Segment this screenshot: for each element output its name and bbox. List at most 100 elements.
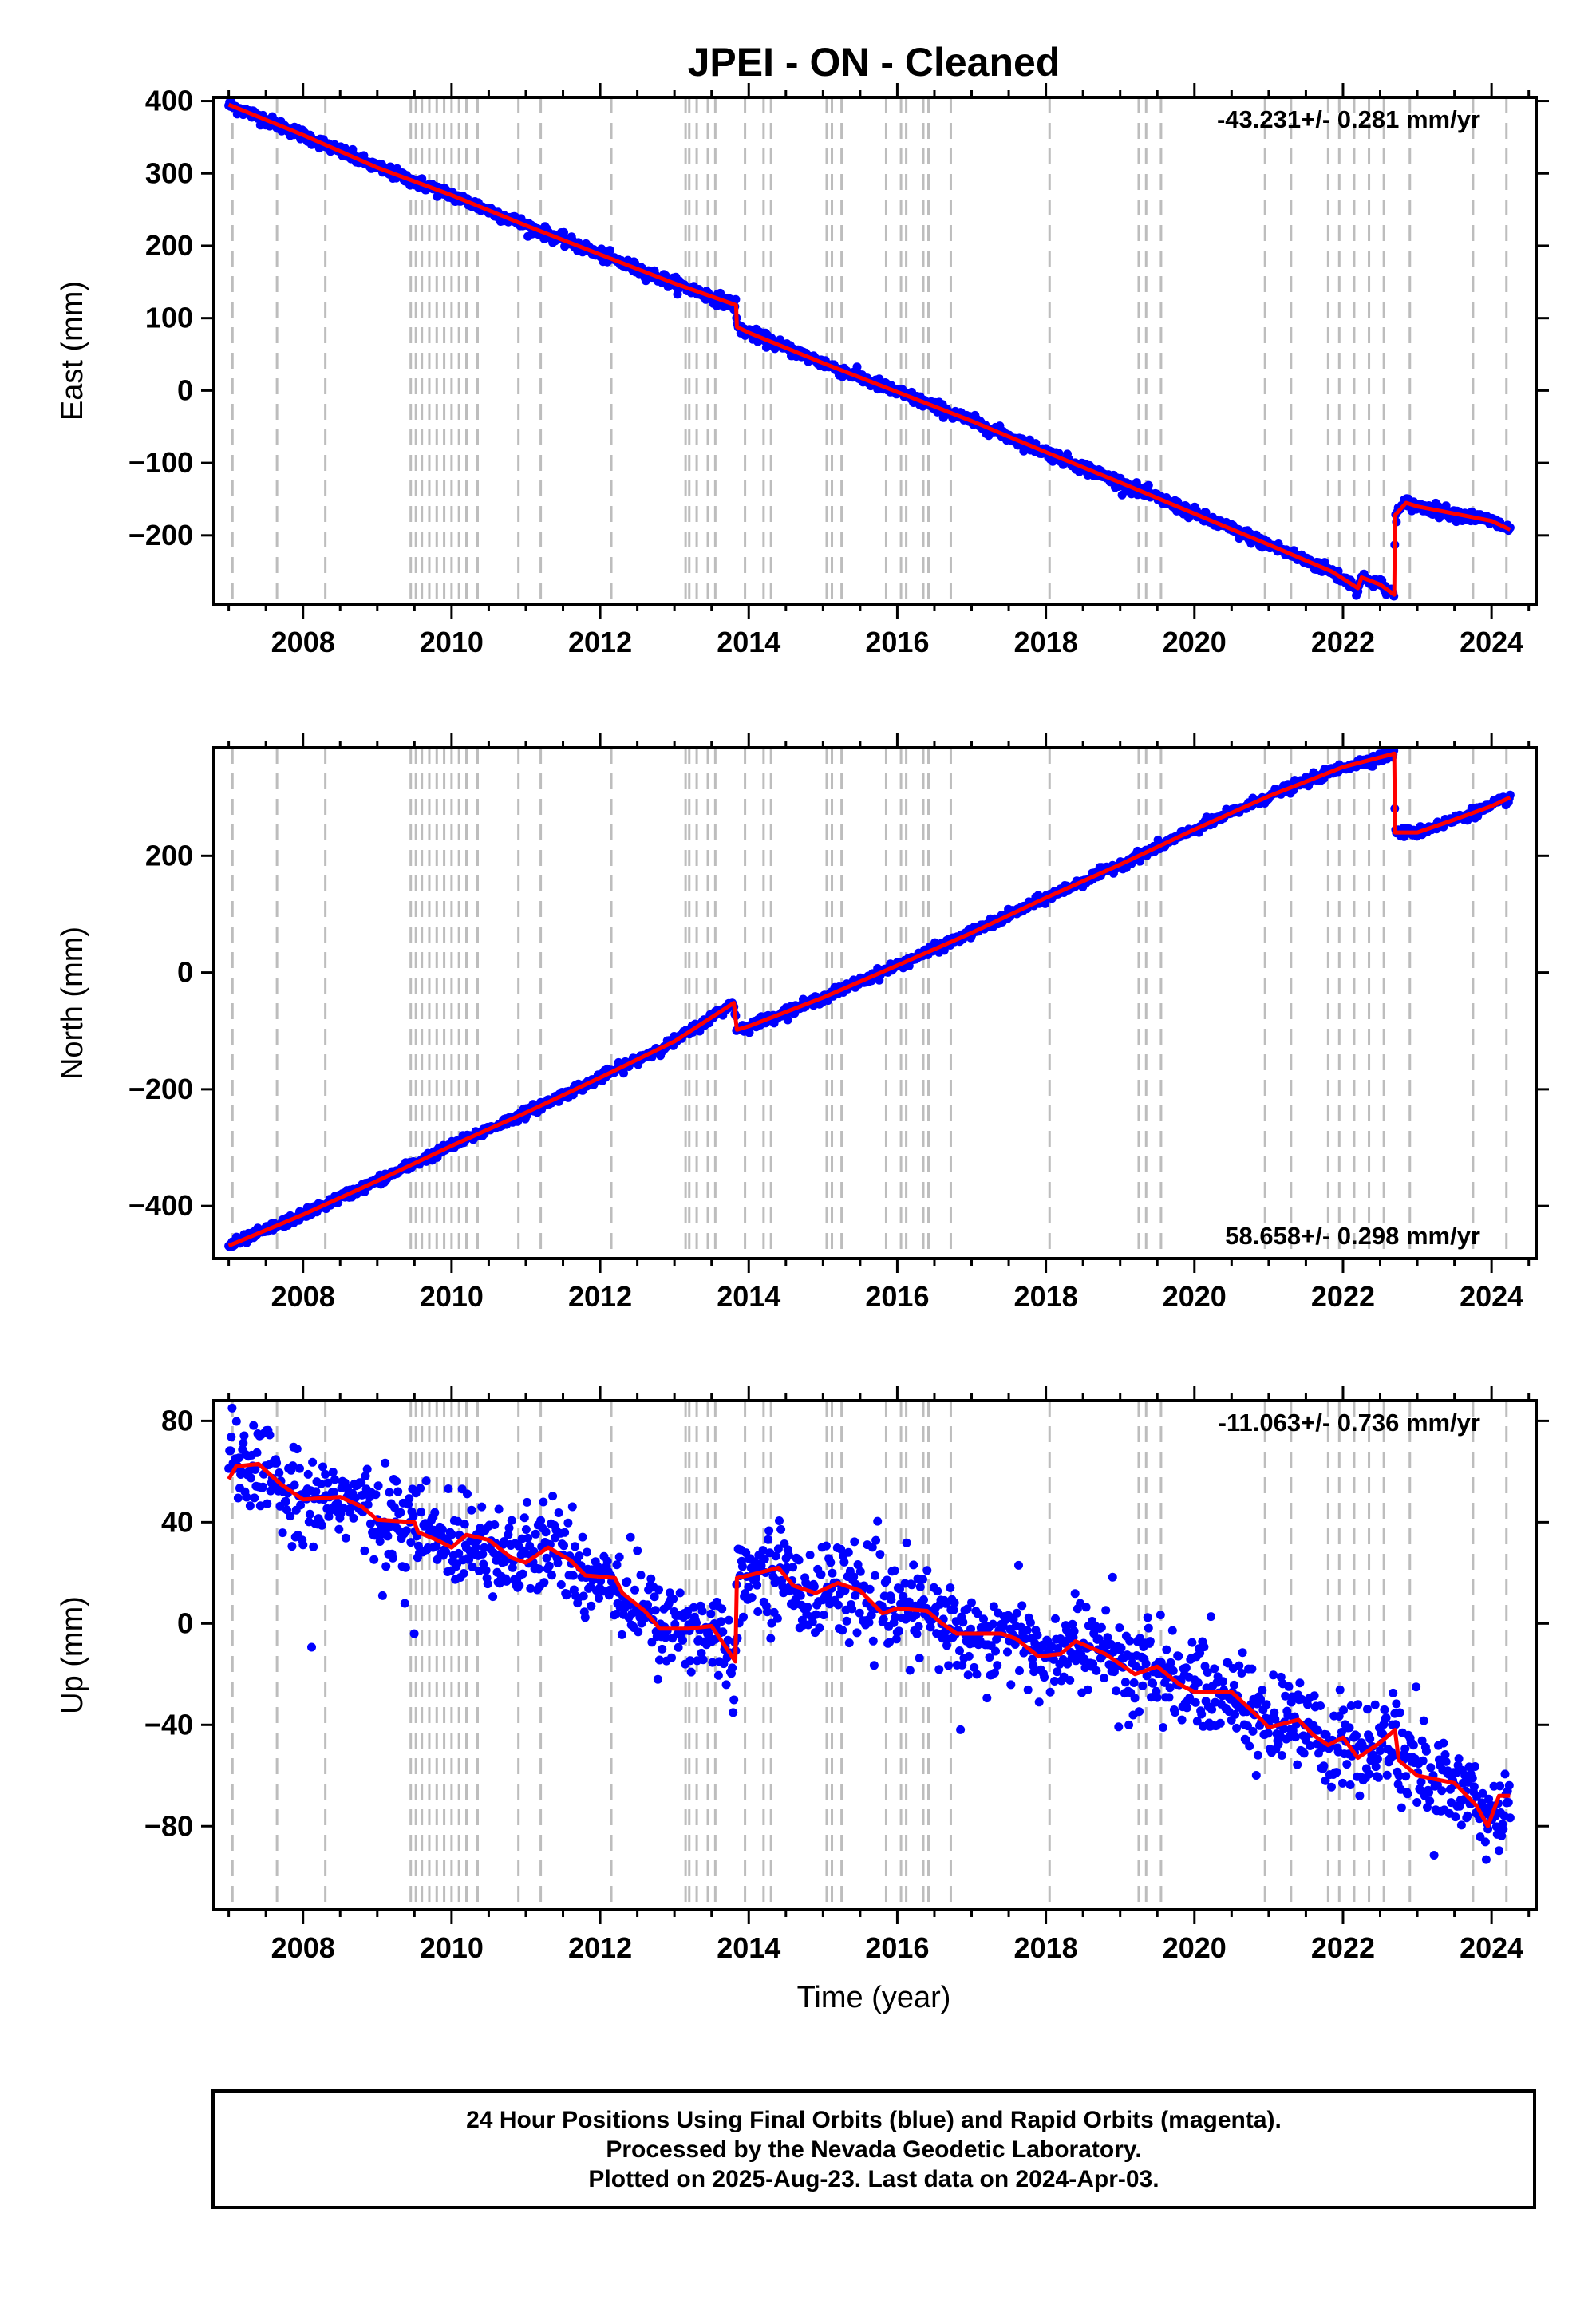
- up-rate-label: -11.063+/- 0.736 mm/yr: [1219, 1409, 1480, 1437]
- data-point: [919, 1595, 928, 1604]
- data-point: [1299, 1749, 1309, 1758]
- data-point: [453, 1516, 463, 1526]
- data-point: [1193, 1678, 1203, 1687]
- data-point: [794, 1555, 804, 1565]
- data-point: [828, 1568, 837, 1578]
- data-point: [833, 1600, 843, 1610]
- data-point: [989, 1602, 998, 1611]
- data-point: [867, 1543, 877, 1552]
- data-point: [249, 1421, 259, 1430]
- footer-line-1: 24 Hour Positions Using Final Orbits (bl…: [466, 2106, 1282, 2133]
- data-point: [803, 1603, 812, 1612]
- data-point: [515, 1581, 524, 1590]
- data-point: [708, 1658, 717, 1667]
- data-point: [1069, 1626, 1079, 1636]
- data-point: [463, 1489, 472, 1499]
- data-point: [895, 1584, 904, 1594]
- data-point: [1101, 1606, 1111, 1615]
- data-point: [993, 1661, 1002, 1670]
- data-point: [812, 1610, 821, 1619]
- data-point: [1389, 1688, 1398, 1697]
- x-tick-label: 2022: [1311, 1280, 1375, 1313]
- data-point: [475, 1567, 484, 1575]
- data-point: [697, 1607, 707, 1616]
- data-point: [871, 1571, 879, 1580]
- data-point: [1130, 1694, 1140, 1703]
- data-point: [911, 1611, 921, 1620]
- data-point: [729, 1708, 738, 1717]
- data-point: [647, 1638, 657, 1647]
- x-tick-label: 2024: [1460, 1931, 1523, 1964]
- data-point: [454, 1548, 464, 1558]
- data-point: [531, 1529, 540, 1539]
- data-point: [1425, 1796, 1435, 1806]
- data-point: [1339, 1705, 1348, 1715]
- data-point: [1269, 1670, 1278, 1680]
- data-point: [417, 1508, 426, 1517]
- data-point: [674, 1642, 683, 1652]
- data-point: [942, 1641, 951, 1650]
- data-point: [1370, 1700, 1380, 1709]
- data-point: [1164, 1693, 1174, 1702]
- data-point: [1022, 1626, 1032, 1635]
- data-point: [915, 1654, 924, 1663]
- data-point: [1207, 1705, 1217, 1714]
- data-point: [1165, 1683, 1175, 1693]
- data-point: [901, 1614, 911, 1624]
- data-point: [1159, 1723, 1167, 1732]
- y-tick-label: 200: [145, 839, 193, 871]
- data-point: [363, 1500, 373, 1509]
- data-point: [1238, 1648, 1247, 1658]
- data-point: [242, 1492, 251, 1502]
- data-point: [956, 1725, 966, 1734]
- data-point: [784, 1551, 793, 1559]
- data-point: [587, 1601, 596, 1611]
- data-point: [305, 1509, 314, 1519]
- data-point: [560, 1528, 570, 1537]
- data-point: [816, 1570, 826, 1579]
- data-point: [523, 1497, 531, 1507]
- y-tick-label: −100: [128, 446, 193, 479]
- data-point: [316, 1480, 326, 1488]
- data-point: [371, 1490, 381, 1500]
- data-point: [468, 1562, 477, 1571]
- data-point: [1183, 1703, 1191, 1713]
- x-tick-label: 2014: [717, 1280, 780, 1313]
- data-point: [321, 1469, 330, 1479]
- data-point: [328, 1468, 338, 1477]
- data-point: [1321, 1730, 1331, 1740]
- data-point: [307, 1642, 316, 1652]
- data-point: [1342, 1760, 1352, 1769]
- data-point: [1017, 1601, 1027, 1611]
- data-point: [385, 1488, 394, 1497]
- data-point: [239, 1438, 248, 1448]
- data-point: [1210, 1664, 1219, 1674]
- data-point: [1277, 1751, 1286, 1760]
- data-point: [231, 1417, 241, 1426]
- data-point: [744, 1583, 753, 1591]
- data-point: [1088, 1659, 1098, 1669]
- data-point: [1365, 1769, 1374, 1779]
- data-point: [1306, 1741, 1315, 1750]
- data-point: [1412, 1682, 1421, 1692]
- data-point: [275, 1468, 284, 1477]
- data-point: [963, 1670, 973, 1680]
- data-point: [318, 1462, 327, 1472]
- data-point: [1166, 1658, 1175, 1667]
- footer-line-3: Plotted on 2025-Aug-23. Last data on 202…: [588, 2165, 1159, 2192]
- data-point: [1395, 1708, 1404, 1717]
- figure-title: JPEI - ON - Cleaned: [688, 40, 1061, 85]
- data-point: [706, 1609, 716, 1618]
- data-point: [1049, 1677, 1059, 1686]
- data-point: [1191, 1697, 1200, 1707]
- data-point: [1381, 1713, 1391, 1722]
- data-point: [869, 1661, 879, 1670]
- data-point: [287, 1542, 297, 1551]
- data-point: [946, 1583, 955, 1592]
- data-point: [883, 1575, 891, 1585]
- data-point: [721, 1680, 731, 1690]
- data-point: [760, 1555, 769, 1564]
- data-point: [766, 1634, 776, 1643]
- data-point: [1419, 1716, 1428, 1725]
- data-point: [504, 1524, 514, 1532]
